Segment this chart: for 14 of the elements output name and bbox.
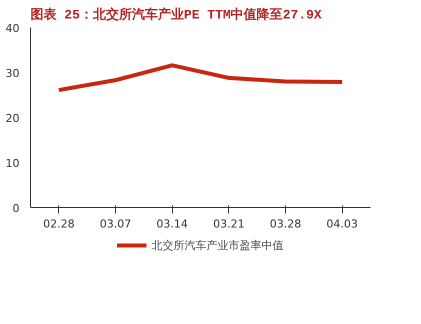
legend-label: 北交所汽车产业市盈率中值	[152, 238, 284, 252]
chart-title: 图表 25：北交所汽车产业PE TTM中值降至27.9X	[30, 6, 322, 22]
y-tick-label: 10	[6, 157, 20, 170]
y-tick-label: 20	[6, 112, 20, 125]
x-tick-label: 03.14	[156, 218, 188, 230]
y-tick-label: 40	[6, 22, 20, 35]
x-tick-label: 03.28	[270, 218, 302, 230]
x-tick-label: 02.28	[43, 218, 75, 230]
x-tick-label: 04.03	[326, 218, 358, 230]
line-series	[56, 63, 344, 92]
x-tick-label: 03.07	[100, 218, 132, 230]
x-tick-label: 03.21	[213, 218, 245, 230]
y-tick-label: 0	[12, 202, 20, 215]
y-tick-label: 30	[6, 67, 20, 80]
